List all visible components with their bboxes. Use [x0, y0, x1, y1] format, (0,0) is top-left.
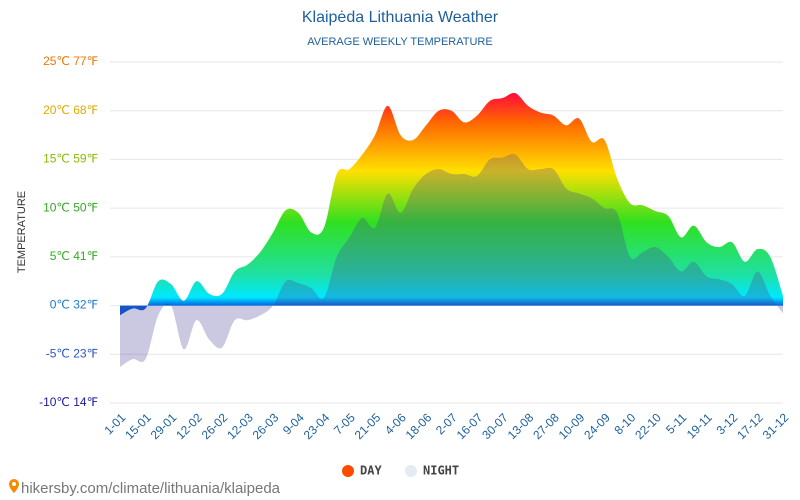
legend-label: NIGHT — [423, 464, 459, 478]
x-tick-label: 23-04 — [301, 410, 333, 442]
x-tick-label: 13-08 — [505, 410, 537, 442]
y-tick-label: 15℃ 59℉ — [43, 152, 98, 166]
legend-swatch — [342, 465, 354, 477]
x-tick-label: 16-07 — [454, 410, 486, 442]
legend-swatch — [405, 465, 417, 477]
chart-title: Klaipėda Lithuania Weather — [302, 9, 499, 26]
legend: DAY NIGHT — [342, 464, 459, 478]
y-tick-label: -10℃ 14℉ — [39, 395, 98, 409]
plot — [120, 92, 783, 367]
x-tick-label: 12-02 — [173, 410, 205, 442]
x-tick-label: 29-01 — [148, 410, 180, 442]
x-tick-label: 19-11 — [684, 410, 715, 441]
y-tick-label: 10℃ 50℉ — [43, 200, 98, 214]
x-tick-label: 21-05 — [352, 410, 384, 442]
y-tick-label: 5℃ 41℉ — [50, 249, 98, 263]
x-tick-label: 15-01 — [122, 410, 154, 442]
x-tick-label: 27-08 — [530, 410, 562, 442]
x-tick-label: 10-09 — [556, 410, 588, 442]
y-tick-label: 25℃ 77℉ — [43, 54, 98, 68]
area-0 — [120, 92, 783, 316]
y-axis-label: TEMPERATURE — [16, 191, 28, 273]
y-tick-label: -5℃ 23℉ — [46, 346, 98, 360]
x-tick-label: 24-09 — [581, 410, 613, 442]
x-tick-label: 26-02 — [199, 410, 231, 442]
source: hikersby.com/climate/lithuania/klaipeda — [21, 480, 281, 497]
area-1 — [120, 154, 783, 367]
y-tick-label: 0℃ 32℉ — [50, 298, 98, 312]
x-tick-label: 22-10 — [632, 410, 664, 442]
x-tick-label: 17-12 — [734, 410, 766, 442]
legend-label: DAY — [360, 464, 382, 478]
x-tick-label: 18-06 — [403, 410, 435, 442]
chart-subtitle: AVERAGE WEEKLY TEMPERATURE — [307, 36, 492, 48]
x-tick-label: 12-03 — [224, 410, 256, 442]
x-tick-label: 30-07 — [479, 410, 511, 442]
y-tick-label: 20℃ 68℉ — [43, 103, 98, 117]
x-tick-label: 26-03 — [250, 410, 282, 442]
pin-dot — [12, 482, 16, 486]
x-tick-label: 31-12 — [760, 410, 792, 442]
